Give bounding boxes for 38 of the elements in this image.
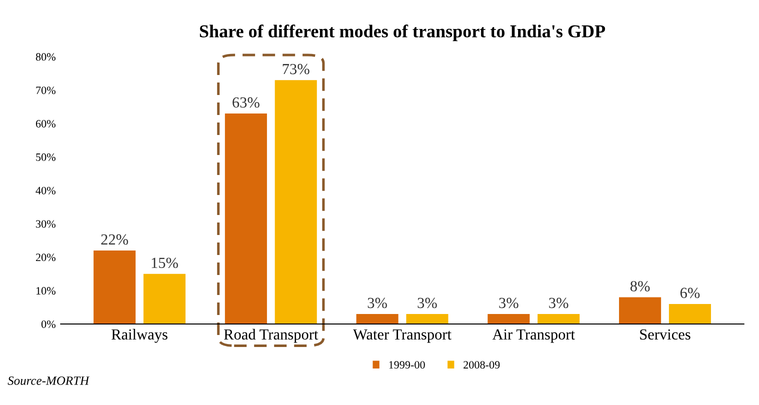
- bar: [619, 297, 662, 324]
- y-tick-label: 50%: [36, 153, 56, 161]
- x-tick-label: Water Transport: [353, 329, 452, 343]
- data-label: 3%: [368, 298, 387, 308]
- legend-label: 2008-09: [464, 361, 500, 369]
- x-tick-label: Air Transport: [492, 329, 575, 343]
- y-tick-label: 70%: [36, 86, 56, 94]
- x-tick-label: Railways: [112, 328, 168, 343]
- bar: [224, 114, 267, 324]
- bar: [538, 314, 580, 324]
- bar: [488, 314, 530, 324]
- chart-title: Share of different modes of transport to India's GDP: [200, 24, 606, 42]
- bar: [406, 314, 448, 324]
- y-tick-label: 40%: [36, 186, 56, 194]
- data-label: 22%: [101, 234, 128, 245]
- bar: [94, 250, 136, 324]
- y-tick-label: 0%: [41, 320, 56, 328]
- legend-label: 1999-00: [389, 361, 425, 369]
- data-label: 15%: [152, 258, 178, 268]
- x-tick-label: Services: [640, 329, 690, 340]
- y-tick-label: 10%: [36, 287, 56, 295]
- y-tick-label: 80%: [36, 53, 56, 61]
- y-tick-label: 30%: [36, 220, 56, 228]
- bar: [668, 304, 711, 324]
- bar: [356, 314, 398, 324]
- bar: [143, 274, 186, 324]
- data-label: 3%: [549, 298, 568, 308]
- data-label: 63%: [232, 97, 260, 108]
- data-label: 6%: [680, 288, 700, 298]
- source-note: Source-MORTH: [8, 376, 90, 385]
- data-label: 8%: [630, 281, 650, 292]
- data-label: 73%: [282, 64, 310, 74]
- x-tick-label: Road Transport: [224, 328, 318, 343]
- data-label: 3%: [418, 298, 437, 308]
- bar: [274, 80, 317, 324]
- data-label: 3%: [499, 298, 518, 308]
- y-tick-label: 60%: [36, 120, 56, 128]
- y-tick-label: 20%: [36, 254, 56, 262]
